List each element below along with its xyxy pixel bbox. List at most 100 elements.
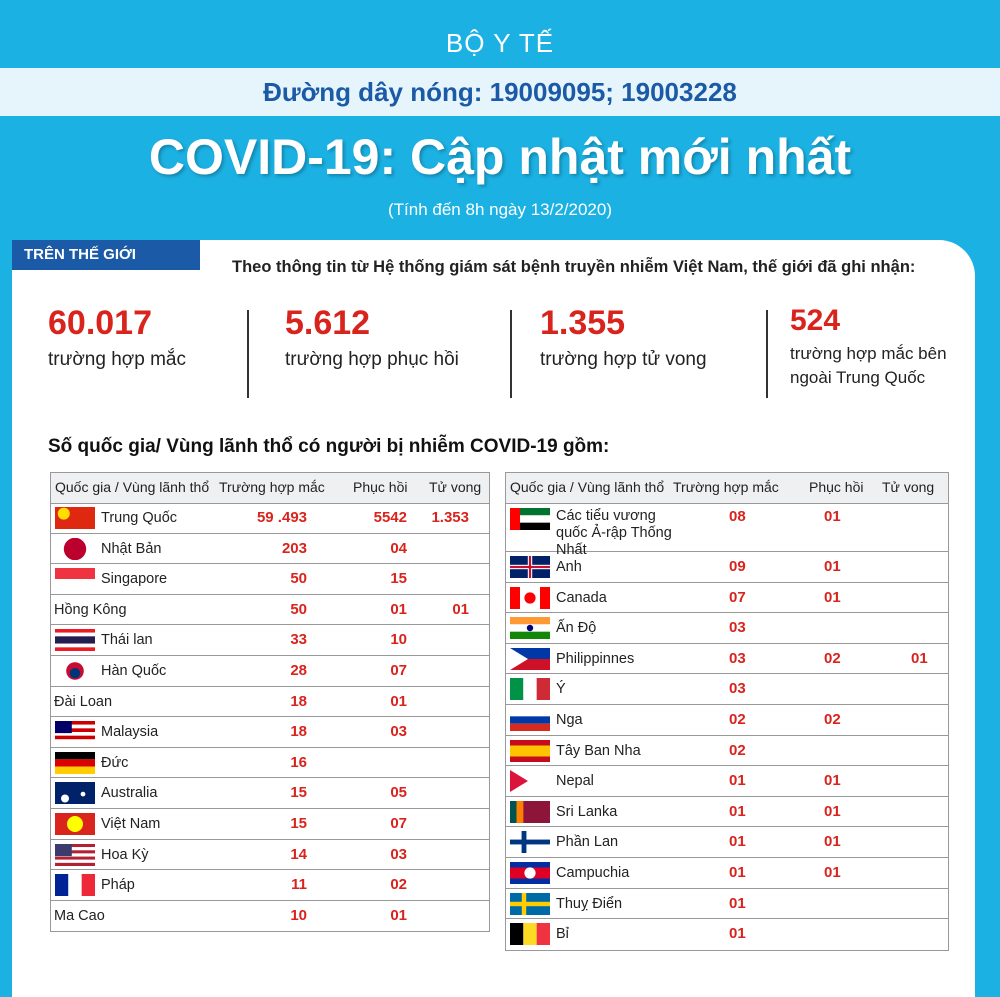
value: 01 [390,906,407,924]
table-row: Singapore 50 15 [51,564,489,595]
value: 05 [390,784,407,802]
value: 14 [290,845,307,863]
value: 01 [729,894,746,912]
flag [510,709,550,731]
stat-value: 60.017 [48,304,152,342]
country: Phần Lan [556,834,619,851]
value: 01 [824,588,841,606]
country: Hoa Kỳ [101,846,149,863]
value: 01 [729,833,746,851]
table-row: Ý 03 [506,674,948,705]
flag [510,923,550,946]
separator [766,310,768,398]
stat-label: trường hợp mắc bên ngoài Trung Quốc [790,344,947,387]
flag [55,629,95,652]
value: 01 [729,864,746,881]
country: Nepal [556,773,594,790]
flag [55,568,95,591]
value: 50 [290,600,307,618]
value: 01 [824,558,841,575]
country: Nhật Bản [101,540,162,557]
table-row: Nhật Bản 203 04 [51,534,489,565]
flag [55,813,95,835]
stat: 5.612 trường hợp phục hồi [285,304,505,373]
value: 28 [290,662,307,679]
value: 01 [824,864,841,881]
header-cell: Phục hồi [809,479,864,495]
value: 01 [729,802,746,820]
country: Canada [556,589,607,606]
country: Sri Lanka [556,803,618,820]
table-row: Thuỵ Điển 01 [506,889,948,920]
table-row: Nga 02 02 [506,705,948,736]
flag [510,862,550,884]
country: Thuỵ Điển [556,895,623,912]
country: Trung Quốc [101,510,178,526]
country: Hồng Kông [54,601,127,618]
hotline: Đường dây nóng: 19009095; 19003228 [263,77,737,107]
value: 33 [290,631,307,649]
value: 03 [729,649,746,667]
value: 07 [390,815,407,832]
value: 01 [911,649,928,667]
value: 02 [729,741,746,759]
country: Thái lan [101,632,153,649]
table-row: Bỉ 01 [506,919,948,949]
value: 203 [281,539,307,557]
country: Nga [556,712,583,728]
header-cell: Trường hợp mắc [673,479,779,495]
value: 08 [729,508,746,525]
country: Pháp [101,877,135,894]
flag [55,782,95,805]
table-header: Quốc gia / Vùng lãnh thổ Trường hợp mắc Ph… [51,473,489,504]
table-row: Hoa Kỳ 14 03 [51,840,489,871]
value: 02 [824,649,841,667]
section-label: TRÊN THẾ GIỚI [12,240,200,270]
hotline-band [0,68,1000,116]
stat: 1.355 trường hợp tử vong [540,304,760,373]
value: 02 [390,876,407,894]
header-cell: Tử vong [882,479,935,495]
header-cell: Phục hồi [353,479,408,495]
table-row: Malaysia 18 03 [51,717,489,748]
flag [510,892,550,915]
stat-value: 5.612 [285,304,371,342]
flag [510,739,550,762]
country: Campuchia [556,865,630,881]
table-row: Đức 16 [51,748,489,779]
value: 15 [390,570,407,588]
flag [510,556,550,578]
table-row: Australia 15 05 [51,778,489,809]
country: Ý [556,681,566,698]
country: Hàn Quốc [101,663,167,679]
value: 01 [824,508,841,525]
value: 01 [390,692,407,710]
value: 50 [290,570,307,588]
value: 10 [290,906,307,924]
value: 01 [729,772,746,790]
value: 18 [290,723,307,741]
subtitle: (Tính đến 8h ngày 13/2/2020) [388,200,612,219]
value: 02 [729,711,746,728]
country: Ma Cao [54,907,105,924]
flag [55,874,95,897]
flag [510,647,550,670]
table-row: Thái lan 33 10 [51,625,489,656]
value: 5542 [373,509,407,526]
country: Singapore [101,571,168,588]
country: Tây Ban Nha [556,742,641,759]
value: 15 [290,815,307,832]
flag [510,678,550,701]
value: 10 [390,631,407,649]
table-row: Hồng Kông 50 01 01 [51,595,489,626]
country: Philippinnes [556,650,635,667]
header-cell: Trường hợp mắc [219,479,325,495]
country: Australia [101,785,158,802]
table-row: Nepal 01 01 [506,766,948,797]
stat-label: trường hợp mắc [48,349,186,370]
intro: Theo thông tin từ Hệ thống giám sát bệnh… [232,258,916,276]
flag [55,537,95,560]
table-heading: Số quốc gia/ Vùng lãnh thổ có người bị n… [48,436,610,457]
value: 03 [729,680,746,698]
